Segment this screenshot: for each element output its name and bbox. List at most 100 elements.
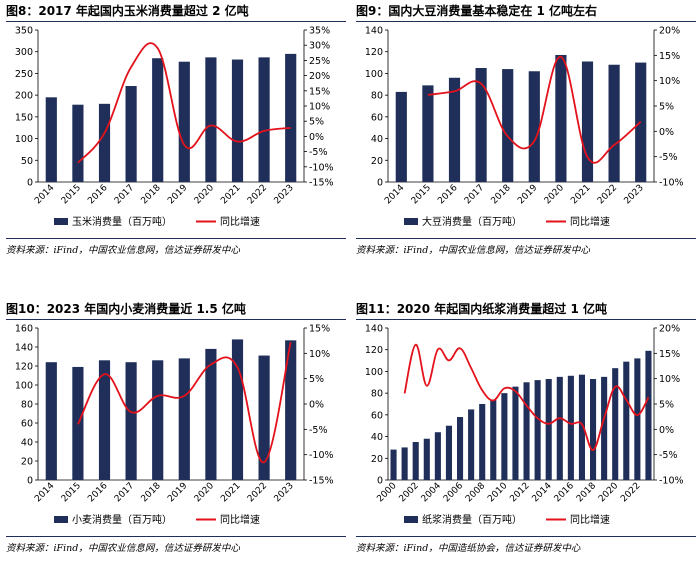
right-tick-label: -5% [309,425,328,436]
bar [72,104,84,182]
x-tick-label: 2016 [86,183,109,206]
x-tick-label: 2010 [486,481,509,504]
x-tick-label: 2019 [516,183,539,206]
bar [231,59,244,182]
left-tick-label: 60 [21,419,33,430]
bar [205,57,217,182]
source-note: 资料来源：iFind，中国农业信息网，信达证券研发中心 [6,543,240,554]
right-tick-label: -10% [659,476,684,487]
x-tick-label: 2017 [113,183,136,206]
bar [612,368,619,480]
bar [448,77,461,182]
left-tick-label: 40 [371,134,383,145]
bar [475,68,487,182]
top-rule [356,21,696,22]
legend-bar-swatch [54,218,68,225]
left-tick-label: 350 [15,26,33,37]
x-tick-label: 2016 [553,481,576,504]
bar [523,382,530,480]
x-tick-label: 2022 [246,183,269,206]
right-tick-label: 15% [309,324,330,335]
right-tick-label: 10% [309,102,330,113]
left-tick-label: 20 [21,457,33,468]
legend-line-label: 同比增速 [220,513,260,526]
right-tick-label: 10% [309,349,330,360]
right-tick-label: -10% [309,162,334,173]
bar [581,61,594,182]
bar [423,438,430,480]
bottom-rule [6,238,346,239]
bar [601,376,608,480]
legend-line-label: 同比增速 [570,215,610,228]
x-tick-label: 2018 [490,183,513,206]
bar [285,53,297,182]
bar [152,360,164,480]
legend-bar-swatch [54,516,68,523]
legend-bar-label: 纸浆消费量（百万吨） [422,513,522,526]
figure-title: 图9：国内大豆消费量基本稳定在 1 亿吨左右 [356,4,598,18]
x-tick-label: 2018 [575,481,598,504]
x-tick-label: 2014 [33,183,56,206]
bar [468,409,475,480]
right-tick-label: 0% [309,132,324,143]
growth-line [77,42,291,164]
right-tick-label: 15% [659,51,680,62]
top-rule [356,319,696,320]
bar [490,399,497,480]
bar [556,376,563,480]
x-tick-label: 2022 [246,481,269,504]
bar [205,348,217,480]
bar [567,375,574,480]
bar [98,103,111,182]
figure-title: 图10：2023 年国内小麦消费量近 1.5 亿吨 [6,302,246,316]
left-tick-label: 20 [371,454,383,465]
x-tick-label: 2004 [420,481,443,504]
left-tick-label: 80 [371,91,383,102]
bottom-rule [356,536,696,537]
left-tick-label: 120 [365,345,383,356]
x-tick-label: 2015 [60,183,83,206]
left-tick-label: 120 [15,362,33,373]
x-tick-label: 2015 [410,183,433,206]
x-tick-label: 2022 [596,183,619,206]
left-tick-label: 40 [371,432,383,443]
x-tick-label: 2006 [442,481,465,504]
right-tick-label: 30% [309,41,330,52]
right-tick-label: -5% [309,147,328,158]
x-tick-label: 2008 [464,481,487,504]
x-tick-label: 2019 [166,481,189,504]
right-tick-label: 15% [659,349,680,360]
legend-line-label: 同比增速 [570,513,610,526]
top-rule [6,21,346,22]
x-tick-label: 2002 [398,481,421,504]
x-tick-label: 2023 [273,183,296,206]
bar [178,61,190,182]
right-tick-label: -15% [309,476,334,487]
x-tick-label: 2019 [166,183,189,206]
bar [608,64,620,182]
x-tick-label: 2021 [219,183,242,206]
bottom-rule [356,238,696,239]
right-tick-label: -5% [659,152,678,163]
left-tick-label: 140 [365,26,383,37]
bar [45,97,57,182]
right-tick-label: 20% [309,71,330,82]
left-tick-label: 80 [371,389,383,400]
chart-panel-wheat: 图10：2023 年国内小麦消费量近 1.5 亿吨 0 20 40 60 80 100 12… [6,298,346,568]
left-tick-label: 120 [365,47,383,58]
bar [231,339,244,480]
x-tick-label: 2023 [623,183,646,206]
growth-line [77,342,292,464]
x-tick-label: 2020 [597,481,620,504]
bar [45,362,57,480]
bar [623,361,630,480]
bar [501,393,508,480]
left-tick-label: 100 [365,69,383,80]
x-tick-label: 2020 [543,183,566,206]
chart-panel-corn: 图8：2017 年起国内玉米消费量超过 2 亿吨 0 50 100 150 200 250… [6,0,346,260]
x-tick-label: 2021 [569,183,592,206]
bar [645,350,652,480]
chart-svg: 0 50 100 150 200 250 300 350 -15% -10% -5% 0% 5% 10% 1… [15,26,334,229]
legend-bar-swatch [404,218,418,225]
x-tick-label: 2017 [463,183,486,206]
